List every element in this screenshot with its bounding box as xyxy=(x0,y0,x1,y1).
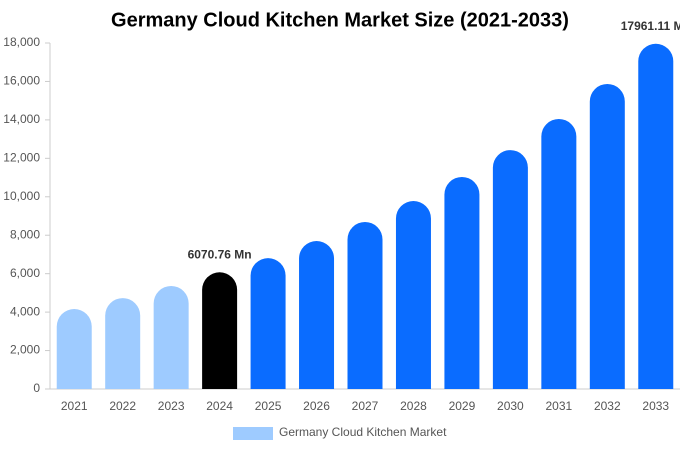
bar xyxy=(299,240,335,389)
y-tick-label: 0 xyxy=(33,381,40,395)
bar xyxy=(153,285,189,389)
bar xyxy=(395,201,431,389)
x-tick-label: 2033 xyxy=(642,399,669,413)
x-tick-label: 2022 xyxy=(109,399,136,413)
bar xyxy=(492,150,528,389)
bar xyxy=(56,309,92,389)
data-label: 17961.11 Mn xyxy=(621,19,680,33)
y-tick-label: 14,000 xyxy=(3,112,40,126)
y-tick-label: 6,000 xyxy=(10,266,40,280)
y-tick-label: 12,000 xyxy=(3,151,40,165)
y-tick-label: 18,000 xyxy=(3,35,40,49)
chart-title: Germany Cloud Kitchen Market Size (2021-… xyxy=(111,9,569,31)
x-tick-label: 2023 xyxy=(158,399,185,413)
y-tick-label: 2,000 xyxy=(10,343,40,357)
bar xyxy=(105,298,141,389)
x-tick-label: 2029 xyxy=(449,399,476,413)
x-tick-label: 2030 xyxy=(497,399,524,413)
x-tick-label: 2021 xyxy=(61,399,88,413)
data-label: 6070.76 Mn xyxy=(188,247,252,261)
x-tick-label: 2032 xyxy=(594,399,621,413)
x-tick-label: 2024 xyxy=(206,399,233,413)
legend-label: Germany Cloud Kitchen Market xyxy=(279,425,447,439)
bar xyxy=(589,83,625,390)
x-tick-label: 2026 xyxy=(303,399,330,413)
y-tick-label: 4,000 xyxy=(10,304,40,318)
y-tick-label: 16,000 xyxy=(3,74,40,88)
x-tick-label: 2031 xyxy=(545,399,572,413)
y-tick-label: 10,000 xyxy=(3,189,40,203)
bar xyxy=(250,258,286,389)
bar xyxy=(347,221,383,389)
bar xyxy=(444,176,480,389)
bar xyxy=(541,118,577,389)
x-tick-label: 2028 xyxy=(400,399,427,413)
y-tick-label: 8,000 xyxy=(10,227,40,241)
bar xyxy=(202,272,238,389)
x-tick-label: 2027 xyxy=(352,399,379,413)
bar xyxy=(638,43,674,389)
x-tick-label: 2025 xyxy=(255,399,282,413)
legend-swatch xyxy=(233,427,273,440)
